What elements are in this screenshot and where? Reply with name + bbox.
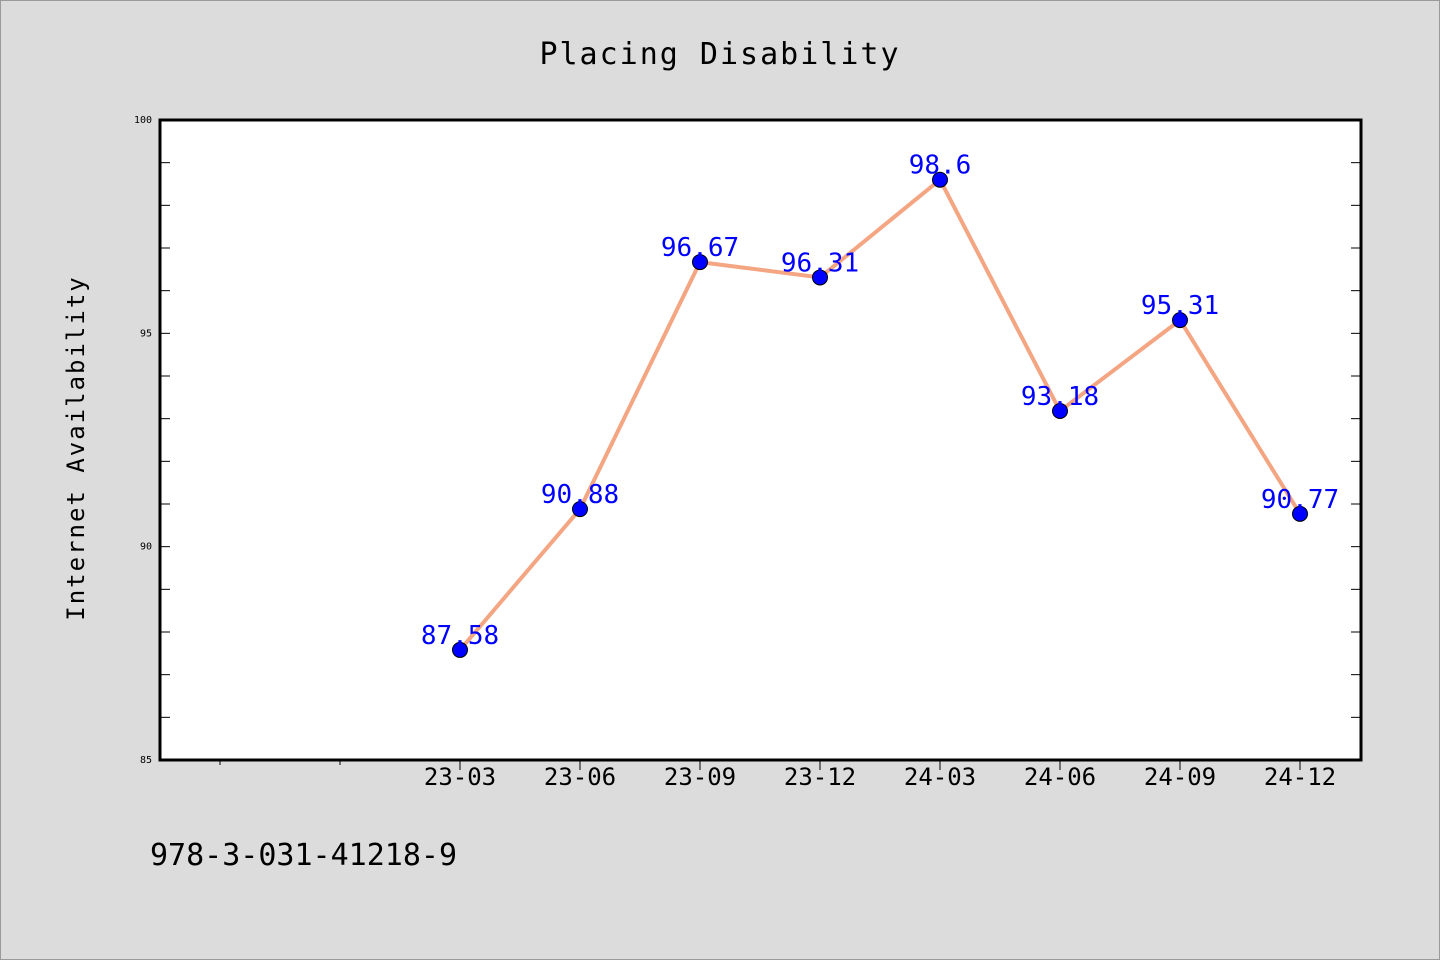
- data-point: [812, 269, 828, 286]
- data-label: 90.88: [541, 480, 619, 510]
- data-point: [932, 171, 948, 188]
- data-label: 93.18: [1021, 382, 1099, 412]
- x-tick-label: 23-12: [784, 763, 856, 791]
- data-label: 98.6: [909, 151, 972, 181]
- data-point: [692, 254, 708, 271]
- x-tick-label: 23-09: [664, 763, 736, 791]
- data-label: 90.77: [1261, 485, 1339, 515]
- series-line-layer: [458, 177, 1302, 652]
- series-line: [458, 177, 1302, 652]
- x-tick-label: 24-06: [1024, 763, 1096, 791]
- data-label: 87.58: [421, 621, 499, 651]
- data-point: [452, 641, 468, 658]
- x-tick-label: 24-03: [904, 763, 976, 791]
- axis-ticks: 85 90 95 100 23-03 23-06 23-09 23-12 24-03 24-06 2…: [134, 115, 1361, 791]
- data-point: [572, 501, 588, 518]
- data-points: [452, 171, 1308, 658]
- y-tick-label: 90: [140, 542, 152, 553]
- x-tick-label: 23-03: [424, 763, 496, 791]
- y-tick-label: 85: [140, 755, 152, 766]
- data-point: [1052, 402, 1068, 419]
- data-point: [1292, 505, 1308, 522]
- data-point: [1172, 312, 1188, 329]
- x-tick-label: 23-06: [544, 763, 616, 791]
- isbn-label: 978-3-031-41218-9: [150, 838, 457, 873]
- plot-area: [158, 118, 1363, 762]
- y-tick-label: 100: [134, 115, 152, 126]
- x-tick-label: 24-12: [1264, 763, 1336, 791]
- y-axis-label: Internet Availability: [62, 275, 90, 620]
- y-tick-label: 95: [140, 328, 152, 339]
- data-label: 96.67: [661, 233, 739, 263]
- data-label: 95.31: [1141, 291, 1219, 321]
- chart-title: Placing Disability: [539, 37, 900, 72]
- data-label: 96.31: [781, 248, 859, 278]
- x-tick-label: 24-09: [1144, 763, 1216, 791]
- data-labels: 87.58 90.88 96.67 96.31 98.6 93.18 95.31 90.77: [421, 151, 1339, 651]
